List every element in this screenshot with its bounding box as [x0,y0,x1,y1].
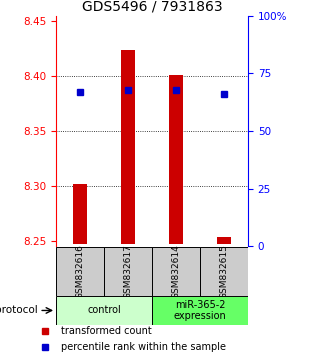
Text: miR-365-2
expression: miR-365-2 expression [174,299,226,321]
Text: GSM832614: GSM832614 [172,244,180,298]
Bar [104,247,152,296]
Bar [56,247,104,296]
Text: GSM832616: GSM832616 [76,244,84,299]
Text: protocol: protocol [0,306,38,315]
Text: GSM832617: GSM832617 [124,244,132,299]
Text: GSM832615: GSM832615 [220,244,228,299]
Text: percentile rank within the sample: percentile rank within the sample [61,342,226,352]
Bar [152,296,248,325]
Bar [152,247,200,296]
Bar [121,50,135,244]
Bar [217,237,231,244]
Bar [169,75,183,244]
Bar [200,247,248,296]
Title: GDS5496 / 7931863: GDS5496 / 7931863 [82,0,222,13]
Bar [56,296,152,325]
Text: control: control [87,306,121,315]
Text: transformed count: transformed count [61,326,152,336]
Bar [73,184,87,244]
